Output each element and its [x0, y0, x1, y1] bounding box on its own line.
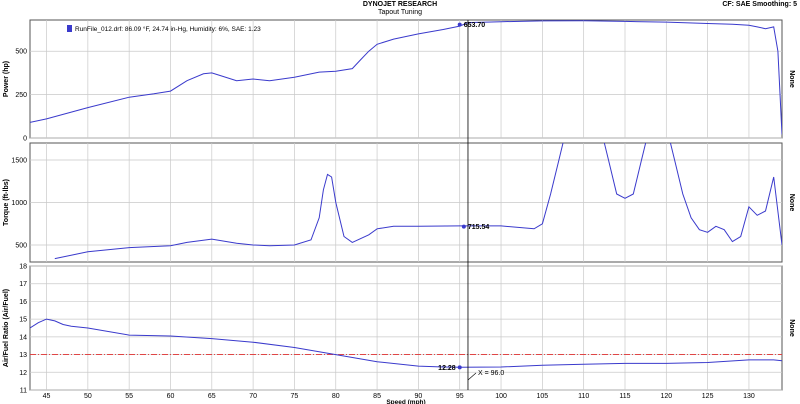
x-tick-label: 100 — [495, 393, 507, 400]
y-tick-label: 12 — [19, 370, 27, 377]
y-tick-label: 18 — [19, 264, 27, 271]
y-tick-label: 11 — [20, 388, 27, 395]
run-subtitle: Tapout Tuning — [378, 9, 422, 16]
cursor-label: X = 96.0 — [478, 370, 504, 377]
x-tick-label: 125 — [702, 393, 714, 400]
series-line-1 — [54, 143, 782, 260]
y-tick-label: 15 — [19, 317, 27, 324]
panel-0-frame — [29, 19, 783, 139]
annotation-label: 12.28 — [438, 365, 456, 372]
x-tick-label: 90 — [414, 393, 422, 400]
right-axis-label: None — [788, 319, 795, 337]
y-axis-label: Torque (ft-lbs) — [3, 179, 10, 226]
right-axis-label: None — [788, 194, 795, 212]
annotation-marker — [457, 22, 462, 27]
y-tick-label: 250 — [15, 92, 27, 99]
x-tick-label: 105 — [537, 393, 549, 400]
x-tick-label: 50 — [84, 393, 92, 400]
x-tick-label: 65 — [208, 393, 216, 400]
annotation-label: 715.54 — [468, 224, 490, 231]
y-tick-label: 14 — [19, 334, 27, 341]
y-tick-label: 500 — [15, 243, 27, 250]
right-axis-label: None — [788, 70, 795, 88]
annotation-marker — [461, 224, 466, 229]
y-tick-label: 16 — [19, 299, 27, 306]
x-tick-label: 130 — [743, 393, 755, 400]
panel-2-frame — [29, 265, 783, 391]
x-tick-label: 60 — [167, 393, 175, 400]
x-tick-label: 85 — [373, 393, 381, 400]
cursor-pointer — [467, 372, 477, 381]
y-tick-label: 1500 — [11, 158, 27, 165]
corner-settings: CF: SAE Smoothing: 5 — [722, 1, 797, 8]
x-tick-label: 110 — [578, 393, 589, 400]
annotation-marker — [457, 365, 462, 370]
y-tick-label: 500 — [15, 49, 27, 56]
x-tick-label: 55 — [125, 393, 133, 400]
y-tick-label: 17 — [19, 281, 27, 288]
legend-swatch — [67, 25, 72, 32]
x-tick-label: 70 — [249, 393, 257, 400]
legend-entry: RunFile_012.drf: 86.09 °F, 24.74 in-Hg, … — [75, 25, 261, 33]
x-tick-label: 45 — [43, 393, 51, 400]
x-tick-label: 95 — [456, 393, 464, 400]
series-line-0 — [30, 20, 782, 135]
x-tick-label: 75 — [291, 393, 299, 400]
y-tick-label: 0 — [23, 136, 27, 143]
y-axis-label: Power (hp) — [3, 61, 10, 97]
y-tick-label: 1000 — [11, 200, 27, 207]
x-tick-label: 120 — [660, 393, 672, 400]
x-tick-label: 80 — [332, 393, 340, 400]
y-axis-label: Air/Fuel Ratio (Air/Fuel) — [3, 289, 10, 367]
x-tick-label: 115 — [619, 393, 630, 400]
company-title: DYNOJET RESEARCH — [362, 1, 438, 8]
annotation-label: 653.70 — [464, 22, 486, 29]
y-tick-label: 13 — [19, 352, 27, 359]
x-axis-label: Speed (mph) — [386, 399, 425, 404]
series-line-2 — [30, 318, 782, 368]
